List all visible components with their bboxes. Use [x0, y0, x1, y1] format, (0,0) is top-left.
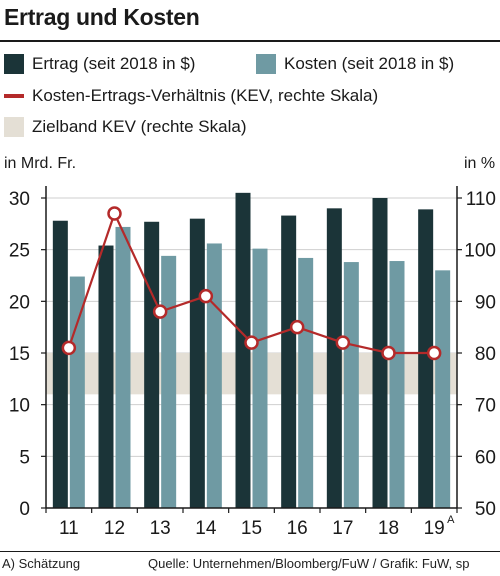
bar-kosten [206, 243, 222, 508]
kev-point [152, 304, 168, 319]
right-tick-label: 100 [464, 241, 496, 262]
title-rule [0, 40, 500, 42]
bar-ertrag [235, 192, 251, 509]
bar-kosten [298, 257, 314, 508]
bar-ertrag [326, 208, 342, 509]
right-tick-label: 80 [475, 344, 496, 365]
bar-ertrag [52, 220, 68, 508]
left-tick-label: 15 [9, 344, 30, 365]
legend-label-kev: Kosten-Ertrags-Verhältnis (KEV, rechte S… [32, 86, 379, 105]
x-tick-label: 15 [241, 518, 262, 539]
bar-kosten [252, 248, 268, 508]
bar-kosten [435, 270, 451, 508]
legend-swatch-ertrag [4, 54, 24, 74]
bar-ertrag [372, 198, 388, 508]
kev-point [61, 340, 77, 356]
right-tick-label: 70 [475, 396, 496, 417]
x-tick-label: 18 [378, 518, 399, 539]
legend-label-zielband: Zielband KEV (rechte Skala) [32, 117, 247, 136]
bar-ertrag [418, 209, 434, 508]
bar-ertrag [144, 221, 160, 508]
footer-rule [0, 551, 500, 552]
x-tick-label: 11 [59, 518, 79, 539]
x-tick-label: 19 [424, 518, 445, 539]
kev-point [335, 335, 351, 350]
kev-point [107, 206, 122, 221]
x-tick-label: 17 [332, 518, 353, 539]
x-tick-label: 16 [287, 518, 308, 539]
x-tick-label: 14 [195, 518, 217, 539]
right-tick-label: 90 [475, 292, 496, 313]
bar-kosten [69, 276, 85, 508]
bar-ertrag [189, 218, 205, 508]
x-tick-label: 12 [104, 518, 125, 539]
footnote: A) Schätzung [2, 556, 81, 571]
legend-label-kosten: Kosten (seit 2018 in $) [284, 54, 455, 73]
legend-swatch-kosten [256, 54, 276, 74]
kev-point [244, 335, 259, 350]
left-tick-label: 20 [9, 292, 30, 313]
bar-kosten [161, 255, 177, 508]
left-tick-label: 0 [19, 499, 30, 520]
left-axis-unit: in Mrd. Fr. [4, 155, 77, 172]
bar-ertrag [98, 245, 114, 509]
right-axis-unit: in % [464, 155, 496, 172]
kev-point [426, 345, 442, 361]
x-tick-superscript: A [447, 514, 455, 526]
bar-kosten [115, 226, 131, 508]
legend-label-ertrag: Ertrag (seit 2018 in $) [32, 54, 196, 73]
kev-point [289, 319, 305, 335]
x-tick-label: 13 [150, 518, 171, 539]
chart-title: Ertrag und Kosten [4, 4, 200, 30]
legend-swatch-kev [4, 94, 24, 98]
left-tick-label: 25 [9, 241, 30, 262]
legend-swatch-zielband [4, 117, 24, 137]
right-tick-label: 50 [475, 499, 496, 520]
left-tick-label: 30 [9, 189, 30, 210]
kev-point [381, 345, 396, 361]
source-note: Quelle: Unternehmen/Bloomberg/FuW / Graf… [148, 556, 470, 571]
bar-kosten [343, 262, 359, 508]
right-tick-label: 60 [475, 447, 496, 468]
left-tick-label: 5 [19, 447, 30, 468]
bar-kosten [389, 261, 405, 508]
bar-ertrag [281, 215, 297, 509]
kev-point [198, 288, 214, 304]
right-tick-label: 110 [466, 189, 496, 210]
left-tick-label: 10 [9, 396, 30, 417]
